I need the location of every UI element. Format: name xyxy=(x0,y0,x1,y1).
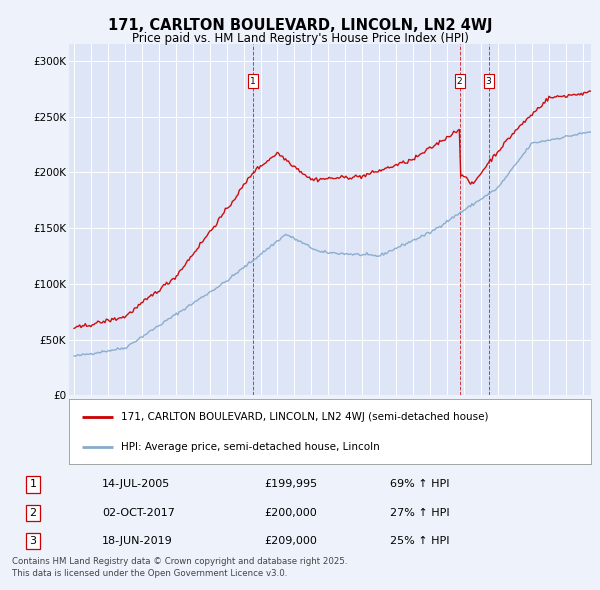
Text: 02-OCT-2017: 02-OCT-2017 xyxy=(102,507,175,517)
Text: 2: 2 xyxy=(457,77,463,86)
Text: £200,000: £200,000 xyxy=(264,507,317,517)
Text: 1: 1 xyxy=(250,77,256,86)
Text: 3: 3 xyxy=(29,536,37,546)
Text: 25% ↑ HPI: 25% ↑ HPI xyxy=(390,536,449,546)
Text: 3: 3 xyxy=(486,77,491,86)
Text: Contains HM Land Registry data © Crown copyright and database right 2025.
This d: Contains HM Land Registry data © Crown c… xyxy=(12,558,347,578)
Text: 2: 2 xyxy=(29,507,37,517)
Text: HPI: Average price, semi-detached house, Lincoln: HPI: Average price, semi-detached house,… xyxy=(121,442,380,452)
Text: Price paid vs. HM Land Registry's House Price Index (HPI): Price paid vs. HM Land Registry's House … xyxy=(131,32,469,45)
Text: 27% ↑ HPI: 27% ↑ HPI xyxy=(390,507,449,517)
Text: 171, CARLTON BOULEVARD, LINCOLN, LN2 4WJ (semi-detached house): 171, CARLTON BOULEVARD, LINCOLN, LN2 4WJ… xyxy=(121,412,488,422)
Text: 1: 1 xyxy=(29,480,37,489)
Text: 14-JUL-2005: 14-JUL-2005 xyxy=(102,480,170,489)
Text: £199,995: £199,995 xyxy=(264,480,317,489)
Text: £209,000: £209,000 xyxy=(264,536,317,546)
Text: 171, CARLTON BOULEVARD, LINCOLN, LN2 4WJ: 171, CARLTON BOULEVARD, LINCOLN, LN2 4WJ xyxy=(108,18,492,32)
Text: 18-JUN-2019: 18-JUN-2019 xyxy=(102,536,173,546)
Text: 69% ↑ HPI: 69% ↑ HPI xyxy=(390,480,449,489)
